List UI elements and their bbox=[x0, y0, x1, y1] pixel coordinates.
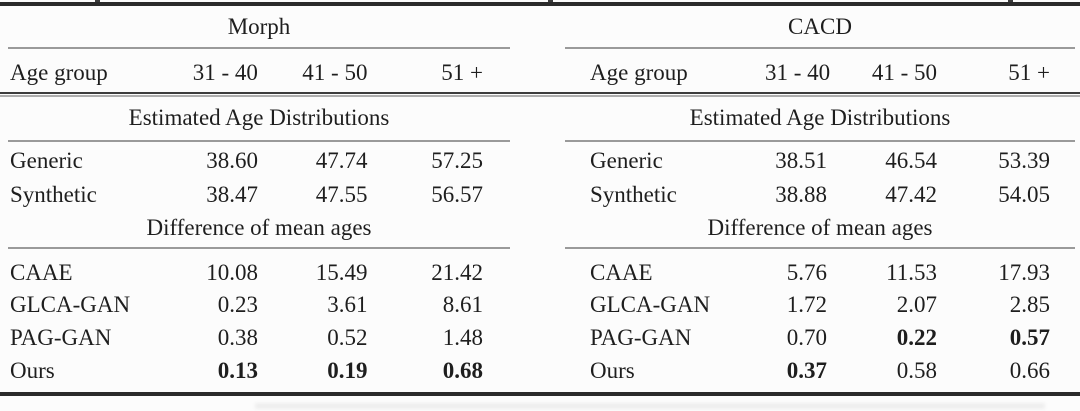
dataset-title: Morph bbox=[227, 14, 291, 39]
value-cell: 1.48 bbox=[442, 324, 483, 350]
data-row: GLCA-GAN 1.72 2.07 2.85 bbox=[565, 289, 1075, 321]
value-cell: 46.54 bbox=[885, 147, 937, 173]
value-cell: 2.85 bbox=[1009, 292, 1050, 317]
row-label-cell: Synthetic bbox=[10, 181, 97, 207]
column-header-cell: 31 - 40 bbox=[765, 60, 831, 85]
value-cell: 0.19 bbox=[327, 357, 368, 383]
value-cell: 21.42 bbox=[431, 259, 483, 285]
value-cell: 38.47 bbox=[206, 181, 258, 207]
age-group-header-row: Age group 31 - 40 41 - 50 51 + bbox=[565, 56, 1075, 90]
value-cell: 38.60 bbox=[206, 147, 258, 173]
row-label-cell: GLCA-GAN bbox=[10, 292, 131, 317]
cacd-table: CACD Age group 31 - 40 41 - 50 51 + Esti… bbox=[565, 0, 1075, 411]
data-row: Synthetic 38.47 47.55 56.57 bbox=[8, 178, 510, 211]
data-row: Generic 38.60 47.74 57.25 bbox=[8, 144, 510, 177]
column-header-cell: 51 + bbox=[1008, 60, 1050, 85]
row-label-cell: PAG-GAN bbox=[10, 324, 112, 350]
value-cell: 47.55 bbox=[315, 181, 368, 207]
section-title-row: Estimated Age Distributions bbox=[8, 101, 510, 135]
cropped-text-artifact bbox=[95, 0, 100, 3]
value-cell: 1.72 bbox=[786, 292, 827, 317]
value-cell: 10.08 bbox=[206, 259, 258, 285]
value-cell: 54.05 bbox=[998, 181, 1050, 207]
value-cell: 47.74 bbox=[315, 147, 368, 173]
row-label-cell: GLCA-GAN bbox=[590, 292, 711, 317]
data-row: CAAE 10.08 15.49 21.42 bbox=[8, 256, 510, 289]
value-cell: 38.88 bbox=[775, 181, 827, 207]
value-cell: 53.39 bbox=[998, 147, 1050, 173]
section-title: Estimated Age Distributions bbox=[689, 105, 951, 130]
column-header-cell: 31 - 40 bbox=[192, 60, 258, 85]
value-cell: 17.93 bbox=[998, 259, 1050, 285]
cmidrule-cacd-section2 bbox=[565, 247, 1075, 249]
row-label-cell: Generic bbox=[590, 147, 663, 173]
value-cell: 56.57 bbox=[431, 181, 483, 207]
cmidrule-morph-header bbox=[8, 47, 510, 49]
data-row: PAG-GAN 0.38 0.52 1.48 bbox=[8, 321, 510, 354]
row-label-header: Age group bbox=[590, 60, 688, 85]
row-label-cell: Ours bbox=[10, 357, 55, 383]
value-cell: 47.42 bbox=[885, 181, 937, 207]
column-header-cell: 41 - 50 bbox=[302, 60, 368, 85]
data-row: Generic 38.51 46.54 53.39 bbox=[565, 144, 1075, 177]
value-cell: 2.07 bbox=[896, 292, 937, 317]
value-cell: 15.49 bbox=[315, 259, 368, 285]
value-cell: 11.53 bbox=[886, 259, 937, 285]
dataset-header-row: CACD bbox=[565, 10, 1075, 46]
cmidrule-cacd-section1 bbox=[565, 140, 1075, 142]
dataset-header-row: Morph bbox=[8, 10, 510, 46]
row-label-cell: Generic bbox=[10, 147, 83, 173]
cmidrule-morph-section2 bbox=[8, 247, 510, 249]
value-cell: 5.76 bbox=[786, 259, 827, 285]
value-cell: 0.57 bbox=[1009, 324, 1050, 350]
data-row: PAG-GAN 0.70 0.22 0.57 bbox=[565, 321, 1075, 354]
data-row: Ours 0.37 0.58 0.66 bbox=[565, 354, 1075, 387]
data-row: CAAE 5.76 11.53 17.93 bbox=[565, 256, 1075, 289]
value-cell: 0.22 bbox=[896, 324, 937, 350]
midrule bbox=[0, 92, 1080, 94]
value-cell: 0.70 bbox=[786, 324, 827, 350]
section-title-row: Difference of mean ages bbox=[8, 211, 510, 245]
cropped-text-artifact bbox=[548, 0, 553, 3]
value-cell: 8.61 bbox=[442, 292, 483, 317]
section-title-row: Difference of mean ages bbox=[565, 211, 1075, 245]
value-cell: 0.68 bbox=[442, 357, 483, 383]
bottomrule bbox=[0, 392, 1080, 396]
row-label-cell: CAAE bbox=[10, 259, 73, 285]
column-header-cell: 41 - 50 bbox=[871, 60, 937, 85]
row-label-header: Age group bbox=[10, 60, 108, 85]
section-title: Estimated Age Distributions bbox=[128, 105, 390, 130]
scan-ghost-band bbox=[255, 403, 1045, 409]
row-label-cell: Ours bbox=[590, 357, 635, 383]
section-title-row: Estimated Age Distributions bbox=[565, 101, 1075, 135]
value-cell: 38.51 bbox=[775, 147, 827, 173]
section-title: Difference of mean ages bbox=[146, 215, 372, 240]
value-cell: 0.37 bbox=[786, 357, 827, 383]
cropped-text-artifact bbox=[1008, 0, 1013, 3]
data-row: GLCA-GAN 0.23 3.61 8.61 bbox=[8, 289, 510, 321]
cmidrule-cacd-header bbox=[565, 47, 1075, 49]
row-label-cell: Synthetic bbox=[590, 181, 677, 207]
value-cell: 0.52 bbox=[327, 324, 368, 350]
value-cell: 57.25 bbox=[431, 147, 483, 173]
dataset-title: CACD bbox=[788, 14, 852, 39]
value-cell: 0.23 bbox=[217, 292, 258, 317]
row-label-cell: CAAE bbox=[590, 259, 653, 285]
morph-table: Morph Age group 31 - 40 41 - 50 51 + Est… bbox=[8, 0, 510, 411]
row-label-cell: PAG-GAN bbox=[590, 324, 692, 350]
value-cell: 0.66 bbox=[1009, 357, 1050, 383]
value-cell: 3.61 bbox=[327, 292, 368, 317]
midrule-shadow bbox=[0, 95, 1080, 97]
toprule bbox=[0, 2, 1080, 6]
age-group-header-row: Age group 31 - 40 41 - 50 51 + bbox=[8, 56, 510, 90]
value-cell: 0.38 bbox=[217, 324, 258, 350]
section-title: Difference of mean ages bbox=[707, 215, 933, 240]
column-header-cell: 51 + bbox=[441, 60, 483, 85]
cmidrule-morph-section1 bbox=[8, 140, 510, 142]
value-cell: 0.58 bbox=[896, 357, 937, 383]
data-row: Synthetic 38.88 47.42 54.05 bbox=[565, 178, 1075, 211]
data-row: Ours 0.13 0.19 0.68 bbox=[8, 354, 510, 387]
value-cell: 0.13 bbox=[217, 357, 258, 383]
